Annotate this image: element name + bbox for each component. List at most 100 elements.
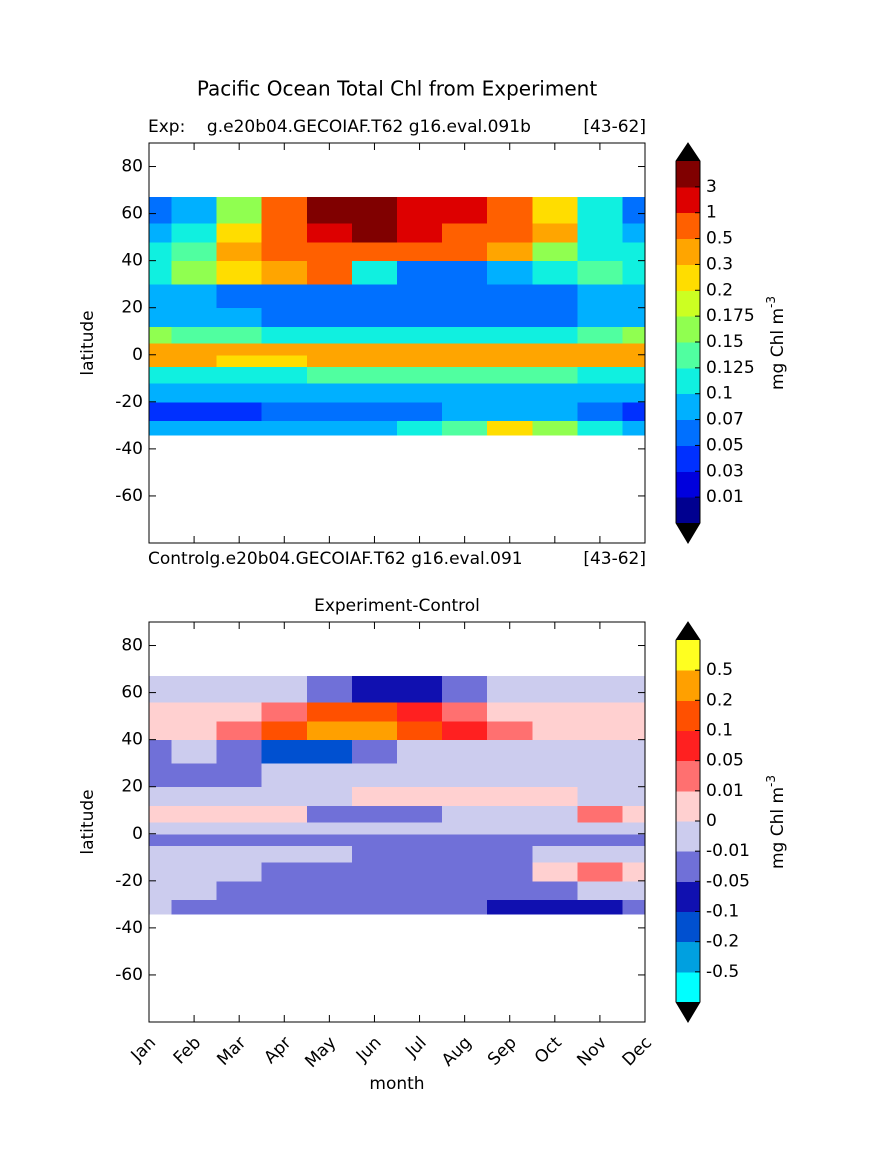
colorbar-band	[676, 911, 700, 943]
contour-cell	[149, 763, 173, 788]
contour-cell	[532, 862, 578, 882]
contour-cell	[622, 763, 646, 788]
plot-frame	[148, 142, 646, 544]
contour-cell	[261, 786, 308, 807]
x-tick-label: Dec	[619, 1033, 656, 1070]
contour-cell	[171, 307, 218, 328]
y-tick-label: 40	[121, 251, 143, 271]
y-tick-label: 40	[121, 730, 143, 750]
contour-cell	[577, 354, 623, 368]
contour-cell	[351, 343, 398, 356]
contour-cell	[261, 676, 308, 703]
colorbar-band	[676, 342, 700, 369]
y-axis-label: latitude	[78, 789, 98, 854]
x-tick-label: Jun	[352, 1033, 386, 1067]
contour-cell	[397, 676, 443, 703]
contour-cell	[306, 862, 353, 882]
contour-cell	[216, 862, 263, 882]
footer-left: Controlg.e20b04.GECOIAF.T62 g16.eval.091	[148, 549, 523, 569]
colorbar-tick-label: 1	[706, 203, 717, 223]
colorbar-band	[676, 290, 700, 317]
colorbar-band	[676, 471, 700, 498]
contour-cell	[622, 366, 646, 384]
contour-cell	[261, 899, 308, 915]
contour-cell	[171, 401, 218, 422]
contour-cell	[216, 763, 263, 788]
colorbar-tick-label: 0.2	[706, 280, 733, 300]
contour-cell	[216, 676, 263, 703]
contour-cell	[351, 401, 398, 422]
contour-cell	[149, 676, 173, 703]
contour-cell	[622, 260, 646, 285]
colorbar-band	[676, 821, 700, 852]
contour-cell	[487, 326, 533, 344]
contour-cell	[149, 366, 173, 384]
colorbar-label-text: mg Chl m	[768, 787, 788, 869]
contour-cell	[532, 343, 578, 356]
contour-cell	[622, 223, 646, 243]
contour-cell	[487, 845, 533, 863]
contour-cell	[487, 383, 533, 403]
contour-cell	[622, 197, 646, 224]
contour-cell	[397, 383, 443, 403]
contour-cell	[577, 383, 623, 403]
contour-cell	[397, 822, 443, 835]
contour-cell	[532, 822, 578, 835]
contour-cell	[397, 862, 443, 882]
contour-cell	[532, 383, 578, 403]
contour-cell	[306, 223, 353, 243]
contour-cell	[216, 260, 263, 285]
contour-cell	[442, 401, 488, 422]
colorbar-extend-low	[676, 523, 700, 543]
contour-cell	[487, 833, 533, 847]
contour-cell	[487, 822, 533, 835]
contour-cell	[532, 786, 578, 807]
contour-cell	[532, 284, 578, 309]
contour-cell	[622, 343, 646, 356]
contour-cell	[149, 805, 173, 823]
contour-cell	[487, 786, 533, 807]
contour-cell	[397, 420, 443, 436]
contour-cell	[351, 223, 398, 243]
contour-cell	[351, 880, 398, 901]
contour-cell	[442, 326, 488, 344]
contour-cell	[306, 845, 353, 863]
contour-cell	[577, 401, 623, 422]
contour-cell	[487, 676, 533, 703]
x-tick-label: Sep	[484, 1033, 521, 1070]
contour-cell	[171, 833, 218, 847]
contour-cell	[532, 326, 578, 344]
colorbar-tick-label: 3	[706, 177, 717, 197]
colorbar-band	[676, 941, 700, 973]
contour-cell	[351, 260, 398, 285]
contour-cell	[442, 383, 488, 403]
contour-cell	[261, 260, 308, 285]
contour-cell	[171, 786, 218, 807]
contour-cell	[351, 720, 398, 741]
contour-cell	[306, 833, 353, 847]
contour-cell	[261, 845, 308, 863]
contour-cell	[442, 343, 488, 356]
contour-cell	[351, 862, 398, 882]
contour-cell	[487, 720, 533, 741]
contour-cell	[261, 241, 308, 262]
colorbar-tick-label: 0.03	[706, 461, 744, 481]
contour-cell	[532, 197, 578, 224]
contour-cell	[261, 366, 308, 384]
colorbar-extend-high	[676, 143, 700, 161]
x-tick-label: Aug	[438, 1033, 476, 1071]
contour-cell	[487, 223, 533, 243]
contour-cell	[577, 197, 623, 224]
contour-cell	[532, 223, 578, 243]
contour-cell	[171, 420, 218, 436]
contour-cell	[216, 354, 263, 368]
contour-cell	[397, 241, 443, 262]
contour-cell	[351, 241, 398, 262]
contour-cell	[622, 284, 646, 309]
contour-cell	[622, 383, 646, 403]
contour-cell	[577, 822, 623, 835]
contour-cell	[577, 899, 623, 915]
contour-cell	[487, 401, 533, 422]
